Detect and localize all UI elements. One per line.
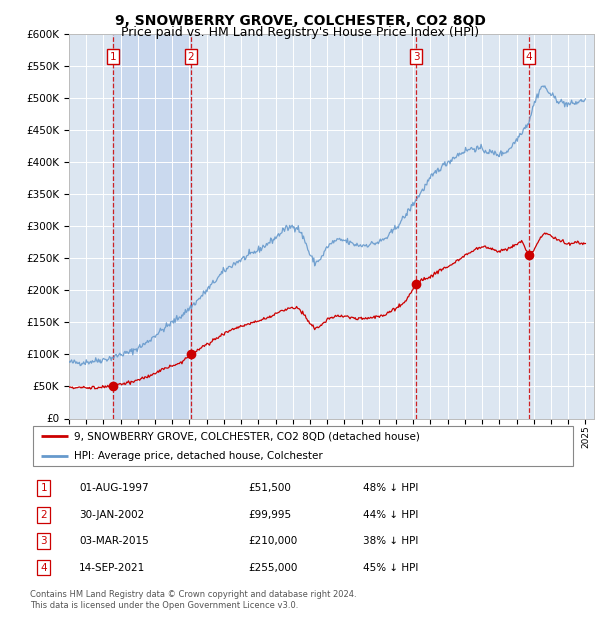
Text: 03-MAR-2015: 03-MAR-2015: [79, 536, 149, 546]
Text: 45% ↓ HPI: 45% ↓ HPI: [363, 562, 418, 572]
Text: Price paid vs. HM Land Registry's House Price Index (HPI): Price paid vs. HM Land Registry's House …: [121, 26, 479, 39]
Text: 1: 1: [110, 51, 117, 61]
Text: £99,995: £99,995: [248, 510, 292, 520]
Text: 4: 4: [526, 51, 532, 61]
Text: 3: 3: [413, 51, 419, 61]
Bar: [113, 34, 191, 418]
Text: 38% ↓ HPI: 38% ↓ HPI: [363, 536, 418, 546]
Text: 2: 2: [188, 51, 194, 61]
Text: £51,500: £51,500: [248, 484, 291, 494]
Text: £210,000: £210,000: [248, 536, 298, 546]
Text: £255,000: £255,000: [248, 562, 298, 572]
Text: 14-SEP-2021: 14-SEP-2021: [79, 562, 145, 572]
Text: 3: 3: [40, 536, 47, 546]
Text: 9, SNOWBERRY GROVE, COLCHESTER, CO2 8QD: 9, SNOWBERRY GROVE, COLCHESTER, CO2 8QD: [115, 14, 485, 29]
Text: 48% ↓ HPI: 48% ↓ HPI: [363, 484, 418, 494]
Text: 01-AUG-1997: 01-AUG-1997: [79, 484, 149, 494]
Text: 2: 2: [40, 510, 47, 520]
Text: 1: 1: [40, 484, 47, 494]
Text: 4: 4: [40, 562, 47, 572]
FancyBboxPatch shape: [33, 427, 573, 466]
Text: 30-JAN-2002: 30-JAN-2002: [79, 510, 145, 520]
Text: Contains HM Land Registry data © Crown copyright and database right 2024.
This d: Contains HM Land Registry data © Crown c…: [30, 590, 356, 609]
Text: 44% ↓ HPI: 44% ↓ HPI: [363, 510, 418, 520]
Text: HPI: Average price, detached house, Colchester: HPI: Average price, detached house, Colc…: [74, 451, 322, 461]
Text: 9, SNOWBERRY GROVE, COLCHESTER, CO2 8QD (detached house): 9, SNOWBERRY GROVE, COLCHESTER, CO2 8QD …: [74, 432, 419, 441]
